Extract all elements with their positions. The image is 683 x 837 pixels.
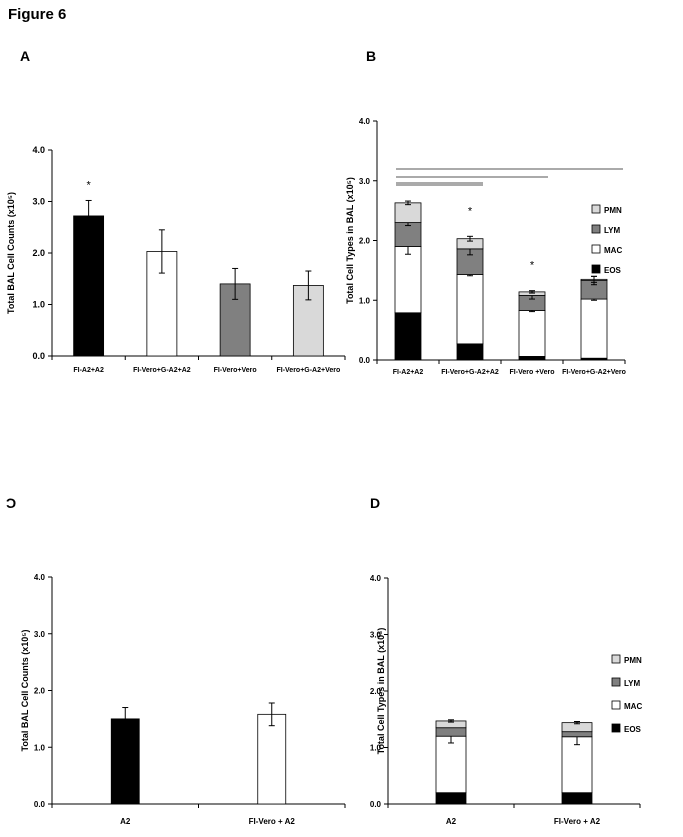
panel-b-legend-swatch-pmn	[591, 204, 601, 214]
panel-b-x-tick-label: FI-Vero+G-A2+Vero	[562, 369, 626, 376]
panel-c-y-tick-label: 3.0	[34, 630, 46, 639]
panel-c-y-tick-label: 1.0	[34, 743, 46, 752]
panel-a-y-tick-label: 2.0	[32, 248, 45, 258]
panel-d-legend-swatch-mac	[611, 700, 621, 710]
panel-d-label: D	[370, 495, 381, 511]
panel-b-y-tick-label: 4.0	[359, 117, 371, 126]
panel-c-y-tick-label: 4.0	[34, 573, 46, 582]
panel-d-stacked-segment-mac	[435, 735, 467, 794]
panel-b-x-tick-label: FI-Vero +Vero	[510, 369, 555, 376]
panel-a-label: A	[20, 48, 31, 64]
panel-b-stacked-segment-mac	[580, 298, 608, 359]
panel-b-y-tick-label: 3.0	[359, 177, 371, 186]
panel-b-legend-label-mac: MAC	[604, 246, 622, 255]
panel-d-legend-label-eos: EOS	[624, 725, 642, 734]
panel-c-label: Ɔ	[6, 495, 17, 511]
panel-c-x-tick-label: FI-Vero + A2	[249, 817, 296, 826]
panel-d-stacked-segment-mac	[561, 736, 593, 794]
panel-b-significance-asterisk: *	[530, 260, 535, 272]
panel-d-stacked-segment-lym	[435, 727, 467, 737]
panel-a-x-tick-label: FI-A2+A2	[73, 367, 104, 374]
panel-d-legend-swatch-eos	[611, 723, 621, 733]
panel-a-y-tick-label: 0.0	[32, 351, 45, 361]
panel-b-significance-asterisk: *	[468, 205, 473, 217]
panel-d-x-tick-label: FI-Vero + A2	[554, 817, 601, 826]
panel-a-y-axis-label: Total BAL Cell Counts (x10⁵)	[6, 192, 16, 314]
panel-d-y-tick-label: 2.0	[370, 687, 382, 696]
panel-b-y-tick-label: 0.0	[359, 356, 371, 365]
panel-b-legend-label-eos: EOS	[604, 266, 622, 275]
panel-d-legend-swatch-lym	[611, 677, 621, 687]
panel-b-legend-swatch-mac	[591, 244, 601, 254]
panel-c-bar	[110, 718, 140, 805]
panel-a-x-tick-label: FI-Vero+G-A2+Vero	[276, 367, 340, 374]
panel-d-y-axis-label: Total Cell Types in BAL (x10⁵)	[376, 628, 386, 755]
panel-a-x-tick-label: FI-Vero+G-A2+A2	[133, 367, 191, 374]
panel-b-legend-swatch-eos	[591, 264, 601, 274]
panel-a-y-tick-label: 3.0	[32, 197, 45, 207]
panel-d-legend-swatch-pmn	[611, 654, 621, 664]
panel-b-stacked-segment-eos	[394, 312, 422, 361]
panel-d-y-tick-label: 1.0	[370, 744, 382, 753]
panel-b-stacked-segment-mac	[394, 246, 422, 314]
panel-b-y-tick-label: 2.0	[359, 237, 371, 246]
panel-b-legend-swatch-lym	[591, 224, 601, 234]
panel-b-stacked-segment-mac	[518, 310, 546, 357]
panel-d-stacked-segment-eos	[435, 792, 467, 805]
panel-a-significance-asterisk: *	[86, 179, 91, 191]
panel-b-x-tick-label: FI-A2+A2	[393, 369, 424, 376]
panel-d-y-tick-label: 3.0	[370, 631, 382, 640]
panel-a-y-tick-label: 4.0	[32, 145, 45, 155]
panel-b-stacked-segment-mac	[456, 274, 484, 345]
panel-d-x-tick-label: A2	[446, 817, 457, 826]
panel-b-y-tick-label: 1.0	[359, 296, 371, 305]
panel-c-x-tick-label: A2	[120, 817, 131, 826]
panel-c-bar	[257, 713, 287, 805]
panel-c-y-tick-label: 0.0	[34, 800, 46, 809]
panel-d-legend-label-pmn: PMN	[624, 656, 642, 665]
panel-b-y-axis-label: Total Cell Types in BAL (x10⁵)	[345, 177, 355, 304]
panel-b-stacked-segment-lym	[394, 222, 422, 247]
panel-b-legend-label-lym: LYM	[604, 226, 620, 235]
panel-d-stacked-segment-lym	[561, 731, 593, 738]
panel-b-legend-label-pmn: PMN	[604, 206, 622, 215]
panel-d-y-tick-label: 0.0	[370, 800, 382, 809]
panel-d-legend-label-lym: LYM	[624, 679, 640, 688]
panel-a-y-tick-label: 1.0	[32, 300, 45, 310]
panel-d-legend-label-mac: MAC	[624, 702, 642, 711]
panel-c-y-tick-label: 2.0	[34, 687, 46, 696]
panel-b-x-tick-label: FI-Vero+G-A2+A2	[441, 369, 499, 376]
panel-a-bar	[73, 215, 105, 357]
figure-title: Figure 6	[8, 6, 67, 23]
panel-d-y-tick-label: 4.0	[370, 574, 382, 583]
panel-c-y-axis-label: Total BAL Cell Counts (x10⁵)	[20, 630, 30, 752]
panel-a-x-tick-label: FI-Vero+Vero	[214, 367, 257, 374]
panel-d-stacked-segment-eos	[561, 792, 593, 805]
panel-b-label: B	[366, 48, 377, 64]
panel-b-stacked-segment-pmn	[394, 202, 422, 223]
